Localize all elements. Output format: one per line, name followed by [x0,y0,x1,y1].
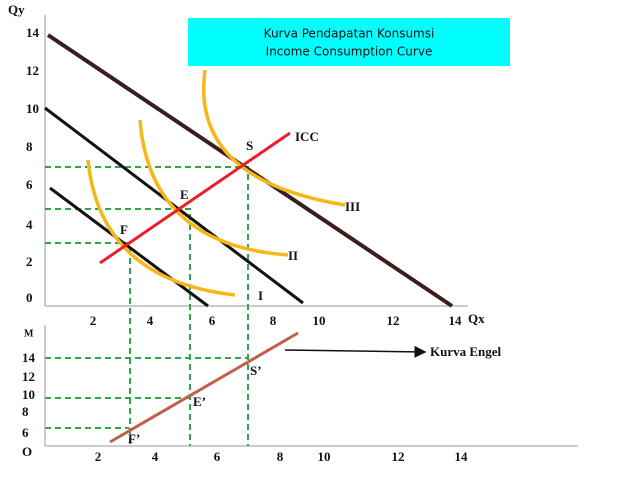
point-label: S’ [250,363,262,378]
y-tick-label: 12 [26,63,39,78]
title-box [188,18,510,66]
y-tick-label: 6 [22,425,29,440]
point-label: F [120,222,128,237]
x-tick-label: 12 [387,313,400,328]
indifference-curve [202,69,346,207]
x-tick-label: 8 [277,449,284,464]
point-label: S [246,138,253,153]
icc-label: ICC [295,129,319,144]
engel-label: Kurva Engel [430,344,502,359]
point-label: F’ [128,431,140,446]
curve-label: II [288,248,298,263]
y-tick-label: O [22,444,32,459]
indifference-curve [86,159,236,297]
point-label: E [180,187,189,202]
axis-label: Qy [8,2,25,17]
x-tick-label: 2 [90,313,97,328]
axis-label: Qx [468,311,485,326]
curve-label: III [345,199,360,214]
x-tick-label: 10 [313,313,326,328]
x-tick-label: 4 [147,313,154,328]
y-tick-label: 4 [26,217,33,232]
y-tick-label: 10 [26,101,39,116]
icc-line [99,131,291,265]
x-tick-label: 6 [209,313,216,328]
budget-line [49,186,209,308]
curve-label: I [258,288,263,303]
engel-curve [109,331,299,444]
y-tick-label: 10 [22,387,35,402]
x-tick-label: 14 [449,313,463,328]
x-tick-label: 8 [270,313,277,328]
y-tick-label: 12 [22,369,35,384]
point-label: E’ [193,394,206,409]
y-tick-label: 2 [26,254,33,269]
x-tick-label: 4 [152,449,159,464]
x-tick-label: 2 [95,449,102,464]
y-tick-label: 8 [22,404,29,419]
y-tick-label: 14 [22,350,36,365]
indifference-curve [138,119,289,257]
x-tick-label: 12 [392,449,405,464]
title-line: Income Consumption Curve [266,45,433,59]
x-tick-label: 6 [214,449,221,464]
y-tick-label: 0 [26,290,33,305]
axis-label: M [24,328,34,339]
y-tick-label: 8 [26,139,33,154]
x-tick-label: 14 [455,449,469,464]
x-tick-label: 10 [318,449,331,464]
title-line: Kurva Pendapatan Konsumsi [264,27,435,41]
arrow [284,345,427,358]
y-tick-label: 14 [26,25,40,40]
y-tick-label: 6 [26,177,33,192]
